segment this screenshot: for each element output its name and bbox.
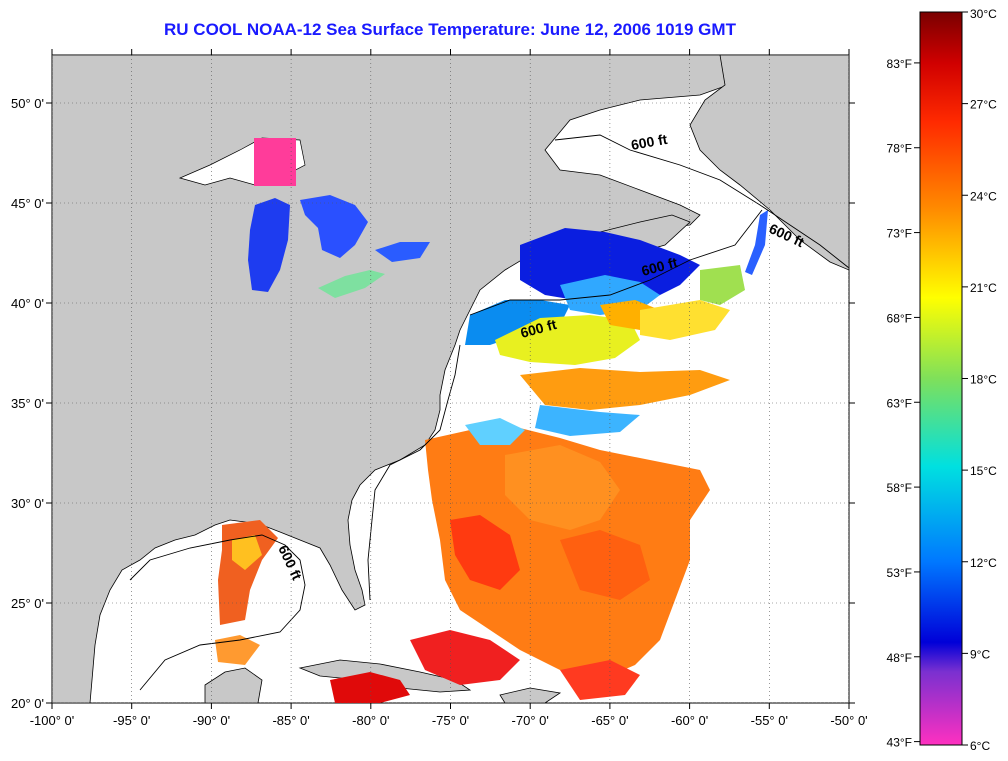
sst-mid-atlantic [520, 368, 730, 436]
lake-nipigon-sst [254, 138, 296, 186]
land-north-america [52, 55, 743, 703]
lon-tick-label: -80° 0' [352, 713, 389, 728]
lon-tick-label: -90° 0' [193, 713, 230, 728]
colorbar-label-f: 48°F [887, 651, 912, 665]
colorbar-label-f: 43°F [887, 736, 912, 750]
lon-tick-label: -50° 0' [830, 713, 867, 728]
lat-tick-label: 40° 0' [11, 296, 44, 311]
lake-ontario [375, 242, 430, 262]
colorbar-label-f: 83°F [887, 57, 912, 71]
colorbar-label-c: 9°C [970, 647, 990, 661]
land-yucatan [204, 667, 263, 703]
lake-erie [318, 270, 385, 298]
colorbar-label-f: 58°F [887, 481, 912, 495]
colorbar-label-c: 30°C [970, 7, 997, 21]
lake-huron [300, 195, 368, 258]
lat-tick-label: 25° 0' [11, 596, 44, 611]
colorbar-label-c: 12°C [970, 556, 997, 570]
colorbar-label-c: 6°C [970, 739, 990, 753]
lon-tick-label: -70° 0' [512, 713, 549, 728]
colorbar-label-f: 73°F [887, 227, 912, 241]
sst-gulf-of-mexico [215, 520, 278, 665]
lat-tick-label: 35° 0' [11, 396, 44, 411]
colorbar-label-f: 63°F [887, 396, 912, 410]
lon-tick-label: -100° 0' [30, 713, 75, 728]
lon-tick-label: -75° 0' [432, 713, 469, 728]
colorbar [919, 11, 963, 746]
lon-tick-label: -85° 0' [272, 713, 309, 728]
colorbar-label-f: 78°F [887, 142, 912, 156]
sst-gulf-stream [425, 418, 710, 680]
lon-tick-label: -55° 0' [751, 713, 788, 728]
sst-caribbean [330, 630, 640, 703]
lake-michigan [248, 198, 290, 292]
lon-tick-label: -95° 0' [113, 713, 150, 728]
colorbar-label-f: 68°F [887, 311, 912, 325]
lat-tick-label: 30° 0' [11, 496, 44, 511]
graticule [52, 55, 849, 703]
lat-tick-label: 20° 0' [11, 696, 44, 711]
sst-scotian-shelf [640, 210, 768, 340]
colorbar-label-c: 27°C [970, 98, 997, 112]
colorbar-label-c: 24°C [970, 189, 997, 203]
colorbar-label-c: 18°C [970, 373, 997, 387]
colorbar-label-c: 21°C [970, 281, 997, 295]
isobath-label-1: 600 ft [630, 131, 669, 153]
colorbar-label-f: 53°F [887, 566, 912, 580]
map-axes: -100° 0' -95° 0' -90° 0' -85° 0' -80° 0' -75°… [11, 49, 868, 728]
lon-tick-label: -65° 0' [591, 713, 628, 728]
lon-tick-label: -60° 0' [671, 713, 708, 728]
map-title: RU COOL NOAA-12 Sea Surface Temperature:… [164, 20, 736, 39]
colorbar-ticks: 30°C 27°C 24°C 21°C 18°C 15°C 12°C 9°C 6°C 83°F 78… [887, 7, 998, 753]
lat-tick-label: 50° 0' [11, 96, 44, 111]
land-newfoundland [689, 55, 849, 271]
lat-tick-label: 45° 0' [11, 196, 44, 211]
colorbar-label-c: 15°C [970, 464, 997, 478]
